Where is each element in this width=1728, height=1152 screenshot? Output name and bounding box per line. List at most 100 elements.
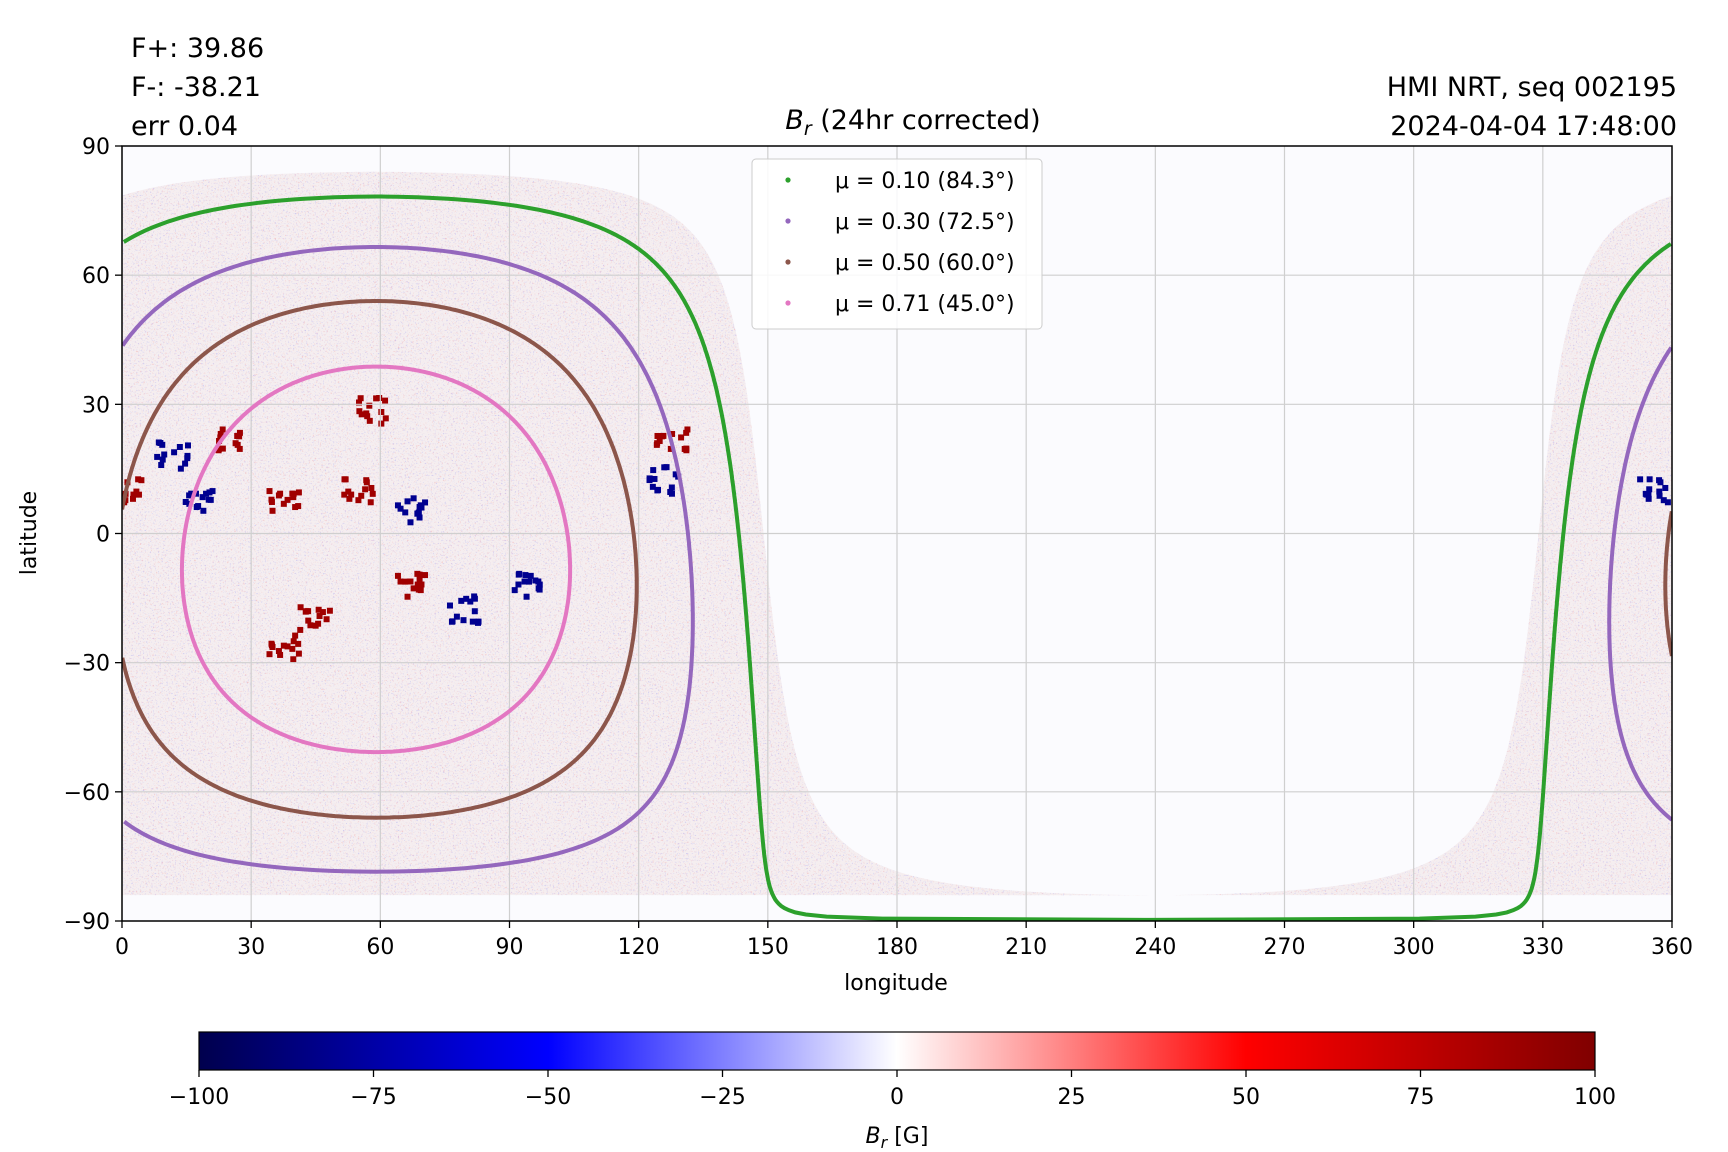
active-region-pixel bbox=[382, 415, 389, 422]
active-region-pixel bbox=[404, 593, 411, 600]
active-region-pixel bbox=[1656, 488, 1663, 495]
active-region-pixel bbox=[266, 488, 273, 495]
active-region-pixel bbox=[199, 494, 206, 501]
colorbar-tick-label: 25 bbox=[1058, 1085, 1086, 1110]
x-tick-label: 270 bbox=[1264, 935, 1306, 960]
x-tick-label: 90 bbox=[496, 935, 524, 960]
active-region-pixel bbox=[683, 429, 690, 436]
active-region-pixel bbox=[111, 476, 117, 482]
active-region-pixel bbox=[215, 445, 222, 452]
active-region-pixel bbox=[135, 476, 142, 483]
active-region-pixel bbox=[129, 495, 136, 502]
flux-negative: F-: -38.21 bbox=[131, 72, 261, 103]
active-region-pixel bbox=[366, 417, 373, 424]
active-region-pixel bbox=[290, 494, 297, 501]
active-region-pixel bbox=[402, 509, 409, 516]
active-region-pixel bbox=[422, 572, 429, 579]
active-region-pixel bbox=[295, 503, 302, 510]
y-axis-ticks: −90 −60 −30 0 30 60 90 bbox=[64, 135, 122, 935]
active-region-pixel bbox=[130, 491, 137, 498]
active-region-pixel bbox=[527, 572, 534, 579]
x-tick-label: 60 bbox=[366, 935, 394, 960]
active-region-pixel bbox=[1662, 484, 1669, 491]
mu-contours bbox=[122, 194, 1672, 921]
active-region-pixel bbox=[295, 650, 302, 657]
active-region-pixel bbox=[307, 622, 314, 629]
active-region-pixel bbox=[469, 618, 476, 625]
active-region-pixel bbox=[366, 402, 373, 409]
active-region-pixel bbox=[356, 399, 363, 406]
active-region-pixel bbox=[417, 587, 424, 594]
y-tick-label: 0 bbox=[96, 523, 110, 548]
y-tick-label: 90 bbox=[82, 135, 110, 160]
legend-label: μ = 0.50 (60.0°) bbox=[835, 251, 1015, 276]
active-region-pixel bbox=[171, 449, 178, 456]
active-region-pixel bbox=[284, 643, 291, 650]
colorbar-tick-label: 75 bbox=[1407, 1085, 1435, 1110]
active-region-pixel bbox=[182, 460, 189, 467]
active-region-pixel bbox=[678, 434, 685, 441]
y-axis-label: latitude bbox=[17, 491, 42, 575]
active-region-pixel bbox=[378, 409, 385, 416]
active-region-pixel bbox=[522, 572, 529, 579]
active-region-pixel bbox=[382, 397, 389, 404]
active-region-pixel bbox=[651, 475, 658, 482]
active-region-pixel bbox=[661, 464, 668, 471]
active-region-pixel bbox=[394, 572, 401, 579]
flux-positive: F+: 39.86 bbox=[131, 33, 265, 64]
active-region-pixel bbox=[219, 426, 226, 433]
active-region-pixel bbox=[467, 598, 474, 605]
active-region-pixel bbox=[449, 618, 456, 625]
active-region-pixel bbox=[133, 488, 140, 495]
active-region-pixel bbox=[138, 477, 145, 484]
active-region-pixel bbox=[290, 656, 297, 663]
x-tick-label: 150 bbox=[747, 935, 789, 960]
colorbar-tick-label: −50 bbox=[525, 1085, 571, 1110]
x-axis-ticks: 0 30 60 90 120 150 180 210 240 270 300 330 360 bbox=[115, 921, 1693, 960]
active-region-pixel bbox=[397, 578, 404, 585]
active-region-pixel bbox=[515, 581, 522, 588]
active-region bbox=[266, 488, 302, 514]
active-region-pixel bbox=[348, 491, 355, 498]
active-region-pixel bbox=[373, 395, 380, 402]
legend-box bbox=[751, 158, 1043, 330]
active-region-pixel bbox=[1660, 497, 1667, 504]
active-region-pixel bbox=[157, 440, 164, 447]
active-region-pixel bbox=[305, 608, 312, 615]
active-region-pixel bbox=[667, 445, 674, 452]
x-tick-label: 300 bbox=[1393, 935, 1435, 960]
active-region-pixel bbox=[414, 510, 421, 517]
active-region-pixel bbox=[458, 597, 465, 604]
active-region-pixel bbox=[394, 502, 401, 509]
active-region-pixel bbox=[397, 505, 404, 512]
active-region-pixel bbox=[209, 488, 216, 495]
active-region-pixel bbox=[668, 490, 675, 497]
active-region bbox=[511, 570, 543, 600]
active-region-pixel bbox=[177, 465, 184, 472]
active-region-pixel bbox=[316, 613, 323, 620]
active-region-pixel bbox=[122, 492, 124, 499]
active-region-pixel bbox=[672, 471, 679, 478]
grid-lines bbox=[122, 146, 1672, 921]
timestamp: 2024-04-04 17:48:00 bbox=[1390, 111, 1677, 142]
colorbar-label: Br [G] bbox=[866, 1124, 929, 1152]
colorbar-tick-label: 50 bbox=[1232, 1085, 1260, 1110]
active-region bbox=[394, 495, 429, 526]
active-region-pixel bbox=[236, 429, 243, 436]
x-tick-label: 210 bbox=[1005, 935, 1047, 960]
active-region-pixel bbox=[422, 499, 429, 506]
active-region-pixel bbox=[453, 613, 460, 620]
active-region-pixel bbox=[418, 581, 425, 588]
legend-label: μ = 0.10 (84.3°) bbox=[835, 169, 1015, 194]
active-region-pixel bbox=[154, 453, 161, 460]
active-region-pixel bbox=[446, 602, 453, 609]
flux-error: err 0.04 bbox=[131, 111, 239, 142]
active-region-pixel bbox=[275, 492, 282, 499]
colorbar-tick-label: −25 bbox=[699, 1085, 745, 1110]
active-region-pixel bbox=[176, 443, 183, 450]
legend-marker bbox=[785, 259, 791, 265]
active-region-pixel bbox=[523, 593, 530, 600]
active-region-pixel bbox=[297, 604, 304, 611]
y-tick-label: 30 bbox=[82, 393, 110, 418]
active-region-pixel bbox=[1646, 476, 1653, 483]
